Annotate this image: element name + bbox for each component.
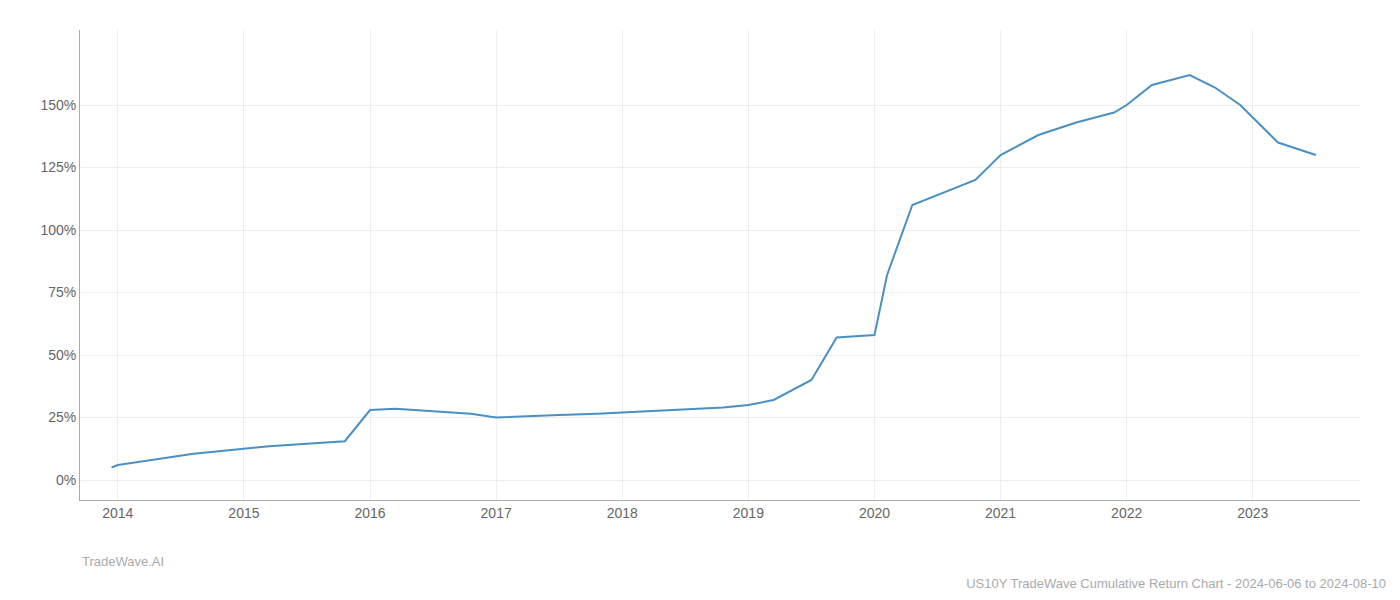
svg-text:2021: 2021 — [985, 505, 1016, 521]
svg-text:75%: 75% — [48, 284, 76, 300]
svg-text:2020: 2020 — [859, 505, 890, 521]
svg-text:2018: 2018 — [607, 505, 638, 521]
svg-text:150%: 150% — [40, 97, 76, 113]
svg-text:2015: 2015 — [228, 505, 259, 521]
svg-text:50%: 50% — [48, 347, 76, 363]
svg-text:2017: 2017 — [481, 505, 512, 521]
svg-text:125%: 125% — [40, 159, 76, 175]
svg-text:TradeWave.AI: TradeWave.AI — [82, 554, 164, 569]
svg-text:2023: 2023 — [1237, 505, 1268, 521]
svg-text:2022: 2022 — [1111, 505, 1142, 521]
svg-text:25%: 25% — [48, 409, 76, 425]
svg-text:2014: 2014 — [102, 505, 133, 521]
svg-text:2016: 2016 — [354, 505, 385, 521]
svg-text:100%: 100% — [40, 222, 76, 238]
svg-text:2019: 2019 — [733, 505, 764, 521]
svg-text:US10Y TradeWave Cumulative Ret: US10Y TradeWave Cumulative Return Chart … — [966, 576, 1386, 591]
svg-text:0%: 0% — [56, 472, 76, 488]
